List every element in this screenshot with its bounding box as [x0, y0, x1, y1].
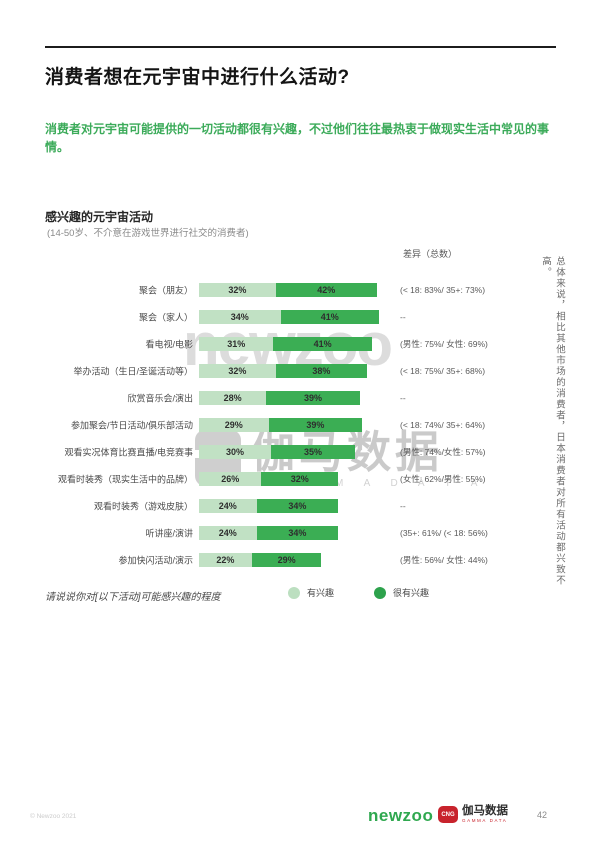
legend-item-interested: 有兴趣: [288, 586, 334, 599]
bar-segment-interested: 34%: [199, 309, 281, 324]
diff-note: (< 18: 74%/ 35+: 64%): [400, 419, 486, 430]
page-number: 42: [537, 810, 548, 820]
chart-row: 参加快闪活动/演示 22% 29% (男性: 56%/ 女性: 44%): [45, 546, 557, 573]
bar-segment-very-interested: 34%: [256, 525, 339, 540]
bar-segment-very-interested: 41%: [273, 336, 372, 351]
stacked-bar: 24% 34%: [199, 498, 339, 513]
legend-item-very-interested: 很有兴趣: [374, 586, 429, 599]
bar-segment-very-interested: 34%: [256, 498, 339, 513]
top-divider: [45, 46, 556, 48]
chart-row: 欣赏音乐会/演出 28% 39% --: [45, 384, 557, 411]
bar-segment-interested: 31%: [199, 336, 274, 351]
stacked-bar: 32% 42%: [199, 282, 377, 297]
bar-segment-interested: 32%: [199, 282, 276, 297]
stacked-bar: 31% 41%: [199, 336, 372, 351]
bar-segment-very-interested: 32%: [261, 471, 339, 486]
bar-segment-interested: 32%: [199, 363, 276, 378]
category-label: 看电视/电影: [145, 339, 193, 349]
chart-row: 举办活动（生日/圣诞活动等） 32% 38% (< 18: 75%/ 35+: 68%…: [45, 357, 557, 384]
side-annotation: 总体来说，相比其他市场的消费者，日本消费者对所有活动都兴致不高。: [540, 256, 565, 586]
stacked-bar: 32% 38%: [199, 363, 367, 378]
legend-label: 很有兴趣: [393, 588, 430, 598]
stacked-bar: 28% 39%: [199, 390, 360, 405]
stacked-bar: 22% 29%: [199, 552, 322, 567]
bar-segment-interested: 22%: [199, 552, 252, 567]
gamma-logo-subtext: GAMMA DATA: [462, 818, 508, 823]
chart-rows: 聚会（朋友） 32% 42% (< 18: 83%/ 35+: 73%) 聚会（家人） 3…: [45, 276, 557, 573]
chart-legend: 有兴趣 很有兴趣: [288, 586, 429, 599]
diff-note: (男性: 74%/女性: 57%): [400, 446, 486, 457]
category-label: 观看实况体育比赛直播/电竞赛事: [64, 447, 193, 457]
bar-segment-interested: 28%: [199, 390, 267, 405]
category-label: 观看时装秀（现实生活中的品牌）: [57, 474, 193, 484]
bar-segment-interested: 24%: [199, 498, 257, 513]
legend-label: 有兴趣: [307, 588, 335, 598]
chart-row: 聚会（家人） 34% 41% --: [45, 303, 557, 330]
stacked-bar: 30% 35%: [199, 444, 355, 459]
bar-segment-interested: 30%: [199, 444, 271, 459]
bar-segment-interested: 29%: [199, 417, 269, 432]
diff-note: (< 18: 75%/ 35+: 68%): [400, 365, 486, 376]
bar-segment-very-interested: 41%: [280, 309, 379, 324]
stacked-bar: 24% 34%: [199, 525, 339, 540]
bar-segment-very-interested: 29%: [251, 552, 322, 567]
category-label: 聚会（家人）: [138, 312, 193, 322]
diff-note: (男性: 56%/ 女性: 44%): [400, 554, 488, 565]
category-label: 参加聚会/节日活动/俱乐部活动: [70, 420, 193, 430]
cng-icon: CNG: [438, 806, 458, 823]
gamma-data-logo: CNG 伽马数据 GAMMA DATA: [438, 805, 508, 823]
chart-row: 参加聚会/节日活动/俱乐部活动 29% 39% (< 18: 74%/ 35+: 64…: [45, 411, 557, 438]
bar-segment-very-interested: 42%: [275, 282, 377, 297]
diff-note: (35+: 61%/ (< 18: 56%): [400, 527, 488, 538]
diff-note: (女性: 62%/男性: 55%): [400, 473, 486, 484]
category-label: 欣赏音乐会/演出: [127, 393, 193, 403]
chart-row: 观看实况体育比赛直播/电竞赛事 30% 35% (男性: 74%/女性: 57%): [45, 438, 557, 465]
bar-segment-very-interested: 39%: [266, 390, 360, 405]
stacked-bar: 26% 32%: [199, 471, 339, 486]
stacked-bar: 29% 39%: [199, 417, 363, 432]
category-label: 观看时装秀（游戏皮肤）: [93, 501, 193, 511]
chart-subtitle: (14-50岁、不介意在游戏世界进行社交的消费者): [47, 228, 249, 239]
stacked-bar: 34% 41%: [199, 309, 379, 324]
chart-row: 观看时装秀（现实生活中的品牌） 26% 32% (女性: 62%/男性: 55%): [45, 465, 557, 492]
category-label: 听讲座/演讲: [145, 528, 193, 538]
category-label: 举办活动（生日/圣诞活动等）: [73, 366, 193, 376]
chart-row: 听讲座/演讲 24% 34% (35+: 61%/ (< 18: 56%): [45, 519, 557, 546]
chart-row: 聚会（朋友） 32% 42% (< 18: 83%/ 35+: 73%): [45, 276, 557, 303]
newzoo-logo: newzoo: [368, 806, 434, 825]
bar-segment-interested: 26%: [199, 471, 262, 486]
diff-note: (< 18: 83%/ 35+: 73%): [400, 284, 486, 295]
chart-title: 感兴趣的元宇宙活动: [45, 210, 154, 224]
chart-row: 看电视/电影 31% 41% (男性: 75%/ 女性: 69%): [45, 330, 557, 357]
intro-text: 消费者对元宇宙可能提供的一切活动都很有兴趣，不过他们往往最热衷于做现实生活中常见…: [45, 122, 550, 154]
bar-segment-very-interested: 38%: [275, 363, 367, 378]
bar-segment-interested: 24%: [199, 525, 257, 540]
survey-question-footnote: 请说说你对[以下活动]可能感兴趣的程度: [45, 592, 221, 603]
diff-column-header: 差异（总数）: [403, 249, 458, 259]
diff-note: --: [400, 311, 406, 322]
category-label: 聚会（朋友）: [138, 285, 193, 295]
page-title: 消费者想在元宇宙中进行什么活动?: [45, 67, 350, 88]
diff-note: --: [400, 392, 406, 403]
diff-note: (男性: 75%/ 女性: 69%): [400, 338, 488, 349]
bar-segment-very-interested: 39%: [268, 417, 363, 432]
very-interested-dot-icon: [374, 586, 387, 599]
copyright-text: © Newzoo 2021: [30, 813, 77, 820]
bar-segment-very-interested: 35%: [271, 444, 355, 459]
gamma-logo-name: 伽马数据: [462, 805, 508, 817]
chart-row: 观看时装秀（游戏皮肤） 24% 34% --: [45, 492, 557, 519]
category-label: 参加快闪活动/演示: [118, 555, 193, 565]
interested-dot-icon: [288, 586, 300, 599]
diff-note: --: [400, 500, 406, 511]
